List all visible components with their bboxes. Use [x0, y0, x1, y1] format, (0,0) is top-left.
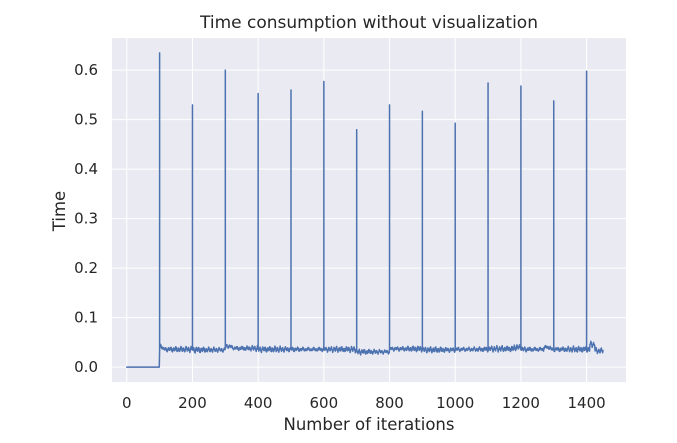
y-tick-label: 0.1 [74, 309, 98, 327]
y-tick-label: 0.6 [74, 61, 98, 79]
y-axis-label: Time [50, 191, 69, 232]
y-tick-label: 0.3 [74, 210, 98, 228]
y-gridlines [112, 69, 626, 368]
x-tick-label: 400 [244, 394, 273, 412]
y-tick-labels: 0.0 0.1 0.2 0.3 0.4 0.5 0.6 [74, 61, 98, 376]
x-tick-labels: 0 200 400 600 800 1000 1200 1400 [122, 394, 606, 412]
x-tick-label: 1000 [436, 394, 474, 412]
chart-title: Time consumption without visualization [199, 13, 538, 33]
x-tick-label: 1400 [567, 394, 605, 412]
y-tick-label: 0.5 [74, 111, 98, 129]
x-tick-label: 800 [375, 394, 404, 412]
y-tick-label: 0.0 [74, 358, 98, 376]
time-series-line [126, 52, 604, 368]
x-tick-label: 1200 [502, 394, 540, 412]
x-tick-label: 200 [178, 394, 207, 412]
x-tick-label: 0 [122, 394, 132, 412]
y-tick-label: 0.2 [74, 259, 98, 277]
x-axis-label: Number of iterations [284, 415, 455, 434]
y-tick-label: 0.4 [74, 160, 98, 178]
plot-background [112, 38, 626, 382]
x-tick-label: 600 [310, 394, 339, 412]
